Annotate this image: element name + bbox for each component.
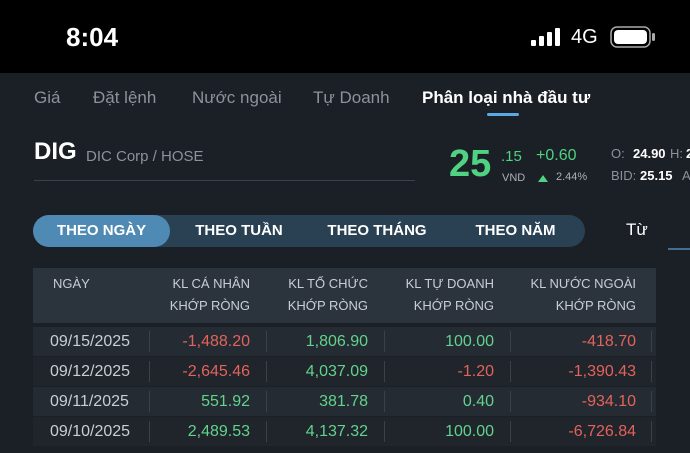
table-row bbox=[33, 417, 656, 446]
bid-value: 25.15 bbox=[640, 168, 673, 183]
cell-separator bbox=[651, 331, 652, 352]
table-row bbox=[33, 327, 656, 356]
column-header: KL NƯỚC NGOÀI bbox=[530, 276, 636, 291]
value-cell: -2,645.46 bbox=[182, 363, 250, 380]
currency: VND bbox=[502, 172, 526, 184]
table-header bbox=[33, 268, 656, 323]
value-cell: -1.20 bbox=[457, 363, 494, 380]
cell-separator bbox=[384, 421, 385, 442]
signal-icon bbox=[531, 28, 560, 46]
cell-separator bbox=[384, 331, 385, 352]
accent-line bbox=[668, 248, 690, 250]
value-cell: 100.00 bbox=[445, 423, 494, 440]
value-cell: 4,037.09 bbox=[305, 363, 368, 380]
column-header: NGÀY bbox=[53, 276, 90, 291]
network-label: 4G bbox=[571, 26, 598, 48]
from-label[interactable]: Từ bbox=[626, 220, 648, 239]
column-header: KL TỔ CHỨC bbox=[288, 276, 368, 291]
column-header: KL TỰ DOANH bbox=[405, 276, 494, 291]
table-row bbox=[33, 357, 656, 386]
up-arrow bbox=[538, 175, 548, 182]
cell-separator bbox=[266, 391, 267, 412]
cell-separator bbox=[266, 361, 267, 382]
high-value: 2 bbox=[686, 146, 690, 161]
tab[interactable]: Giá bbox=[34, 88, 61, 107]
value-cell: 2,489.53 bbox=[187, 423, 250, 440]
value-cell: 381.78 bbox=[319, 393, 368, 410]
cell-separator bbox=[266, 421, 267, 442]
price-change: +0.60 bbox=[536, 147, 577, 164]
period-tab[interactable]: THEO NGÀY bbox=[56, 222, 147, 239]
cell-separator bbox=[510, 361, 511, 382]
value-cell: -934.10 bbox=[581, 393, 636, 410]
tab[interactable]: Tự Doanh bbox=[313, 88, 390, 107]
cell-separator bbox=[651, 391, 652, 412]
cell-separator bbox=[510, 331, 511, 352]
table-row bbox=[33, 387, 656, 416]
date-cell: 09/11/2025 bbox=[50, 393, 129, 410]
date-cell: 09/12/2025 bbox=[50, 363, 131, 380]
column-header: KL CÁ NHÂN bbox=[172, 276, 250, 291]
status-time: 8:04 bbox=[66, 22, 119, 52]
divider bbox=[34, 180, 415, 181]
value-cell: -418.70 bbox=[581, 333, 636, 350]
price-int: 25 bbox=[449, 143, 492, 185]
cell-separator bbox=[651, 361, 652, 382]
column-header: KHỚP RÒNG bbox=[555, 298, 636, 313]
value-cell: -6,726.84 bbox=[568, 423, 636, 440]
stock-name: DIC Corp / HOSE bbox=[86, 148, 204, 165]
cell-separator bbox=[384, 361, 385, 382]
value-cell: -1,488.20 bbox=[182, 333, 250, 350]
value-cell: 0.40 bbox=[462, 393, 494, 410]
tab-indicator bbox=[487, 113, 519, 116]
value-cell: -1,390.43 bbox=[568, 363, 636, 380]
battery-icon bbox=[610, 26, 655, 48]
cell-separator bbox=[651, 421, 652, 442]
open-value: 24.90 bbox=[633, 146, 666, 161]
bid-label: BID: bbox=[611, 168, 637, 183]
change-pct: 2.44% bbox=[556, 171, 588, 183]
period-active-pill bbox=[33, 215, 170, 247]
date-cell: 09/10/2025 bbox=[50, 423, 131, 440]
open-label: O: bbox=[611, 146, 625, 161]
date-cell: 09/15/2025 bbox=[50, 333, 131, 350]
price-dec: .15 bbox=[501, 148, 522, 165]
value-cell: 1,806.90 bbox=[305, 333, 368, 350]
tab[interactable]: Nước ngoài bbox=[192, 88, 282, 107]
ask-label: A bbox=[682, 168, 690, 183]
cell-separator bbox=[510, 391, 511, 412]
cell-separator bbox=[149, 361, 150, 382]
cell-separator bbox=[510, 421, 511, 442]
status-bar bbox=[0, 0, 690, 73]
high-label: H: bbox=[670, 146, 683, 161]
value-cell: 100.00 bbox=[445, 333, 494, 350]
cell-separator bbox=[266, 331, 267, 352]
tab[interactable]: Đặt lệnh bbox=[93, 88, 157, 107]
stock-symbol: DIG bbox=[34, 138, 77, 165]
value-cell: 4,137.32 bbox=[305, 423, 368, 440]
cell-separator bbox=[149, 331, 150, 352]
tab[interactable]: Phân loại nhà đầu tư bbox=[422, 88, 591, 107]
column-header: KHỚP RÒNG bbox=[169, 298, 250, 313]
value-cell: 551.92 bbox=[201, 393, 250, 410]
column-header: KHỚP RÒNG bbox=[287, 298, 368, 313]
cell-separator bbox=[384, 391, 385, 412]
period-tab[interactable]: THEO TUẦN bbox=[195, 222, 283, 239]
period-tab[interactable]: THEO NĂM bbox=[475, 222, 556, 239]
period-tab[interactable]: THEO THÁNG bbox=[327, 222, 427, 239]
cell-separator bbox=[149, 421, 150, 442]
cell-separator bbox=[149, 391, 150, 412]
column-header: KHỚP RÒNG bbox=[413, 298, 494, 313]
